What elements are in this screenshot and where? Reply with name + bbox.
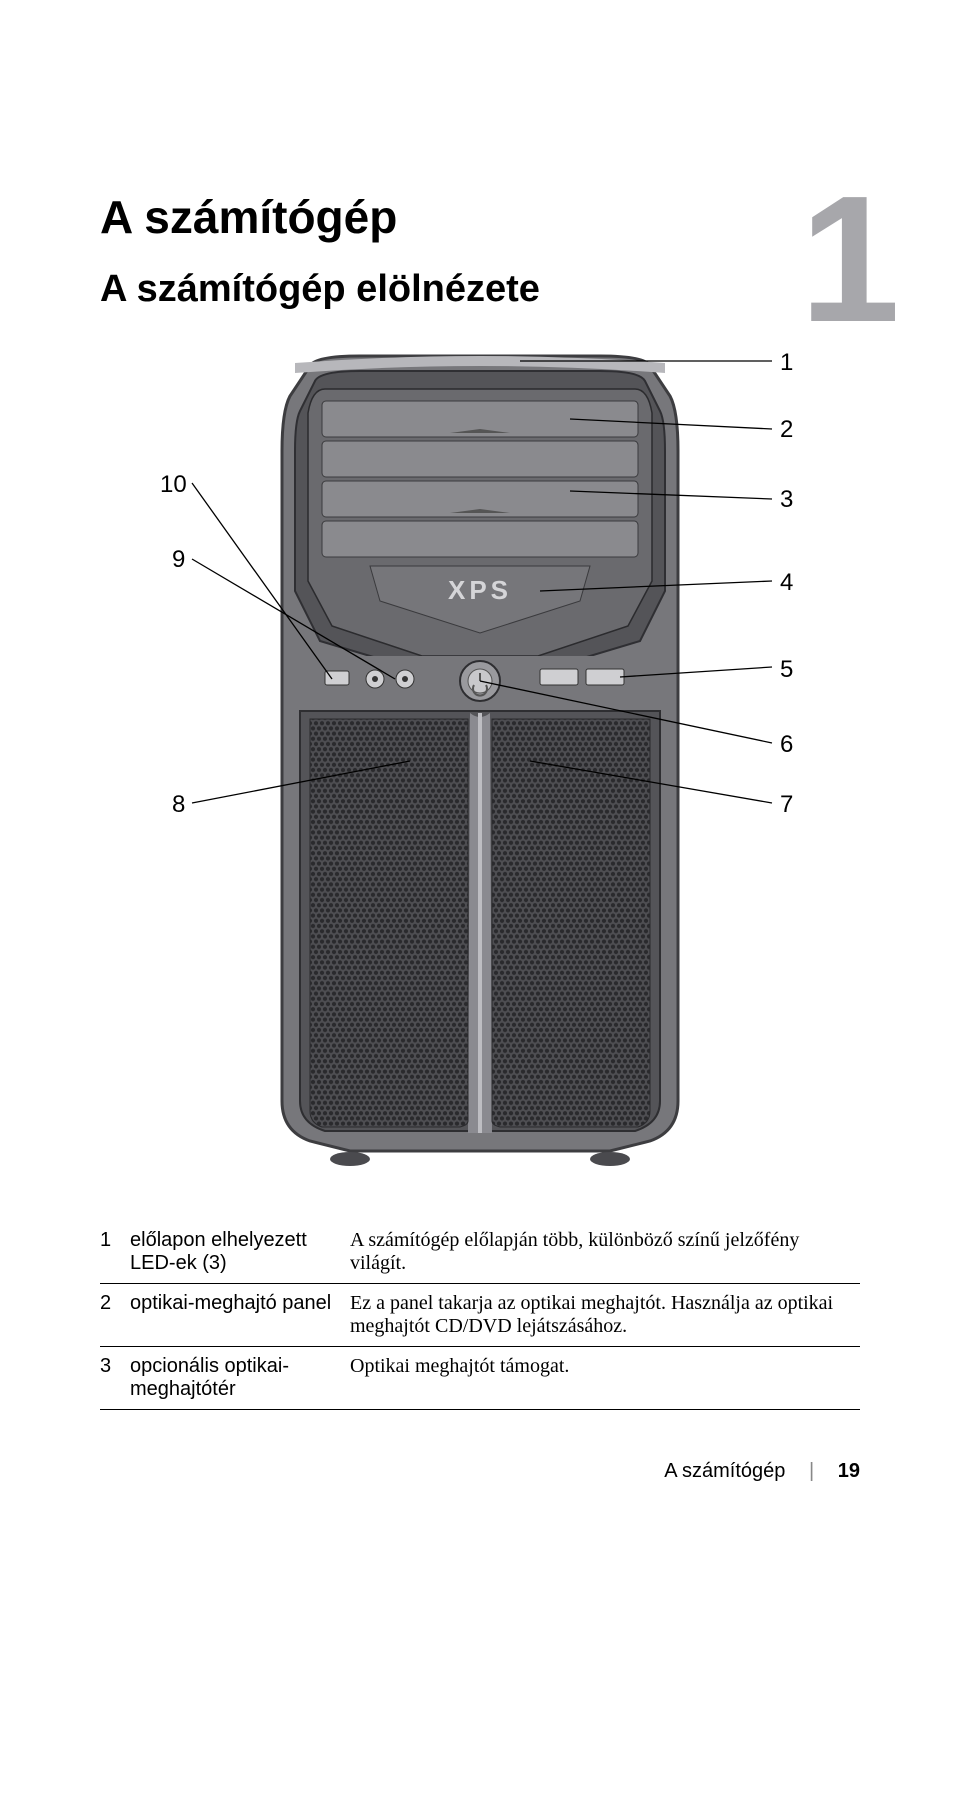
front-view-diagram: 10 9 8 1 2 3 4 5 6 7 — [100, 341, 860, 1181]
chapter-number: 1 — [800, 170, 900, 350]
callout-9: 9 — [172, 546, 185, 574]
legend-row: 3opcionális optikai-meghajtótérOptikai m… — [100, 1347, 860, 1410]
legend-table: 1előlapon elhelyezett LED-ek (3)A számít… — [100, 1221, 860, 1410]
legend-num: 2 — [100, 1284, 130, 1347]
callout-5: 5 — [780, 656, 793, 684]
legend-row: 2optikai-meghajtó panelEz a panel takarj… — [100, 1284, 860, 1347]
footer-section: A számítógép — [664, 1460, 785, 1482]
callout-2: 2 — [780, 416, 793, 444]
computer-svg: XPS — [100, 341, 860, 1181]
callout-6: 6 — [780, 731, 793, 759]
callout-8: 8 — [172, 791, 185, 819]
callout-1: 1 — [780, 349, 793, 377]
footer-separator: | — [809, 1460, 814, 1482]
legend-num: 3 — [100, 1347, 130, 1410]
front-io-strip — [300, 656, 660, 701]
legend-desc: A számítógép előlapján több, különböző s… — [350, 1221, 860, 1284]
page-title: A számítógép — [100, 190, 860, 244]
callout-10: 10 — [160, 471, 187, 499]
callout-4: 4 — [780, 569, 793, 597]
legend-label: opcionális optikai-meghajtótér — [130, 1347, 350, 1410]
legend-label: előlapon elhelyezett LED-ek (3) — [130, 1221, 350, 1284]
legend-label: optikai-meghajtó panel — [130, 1284, 350, 1347]
legend-num: 1 — [100, 1221, 130, 1284]
callout-7: 7 — [780, 791, 793, 819]
legend-row: 1előlapon elhelyezett LED-ek (3)A számít… — [100, 1221, 860, 1284]
legend-desc: Optikai meghajtót támogat. — [350, 1347, 860, 1410]
page-footer: A számítógép | 19 — [100, 1460, 860, 1483]
footer-page-number: 19 — [838, 1460, 860, 1482]
callout-3: 3 — [780, 486, 793, 514]
page-subtitle: A számítógép elölnézete — [100, 268, 860, 311]
chassis: XPS — [282, 356, 678, 1166]
legend-desc: Ez a panel takarja az optikai meghajtót.… — [350, 1284, 860, 1347]
svg-text:XPS: XPS — [448, 575, 512, 605]
